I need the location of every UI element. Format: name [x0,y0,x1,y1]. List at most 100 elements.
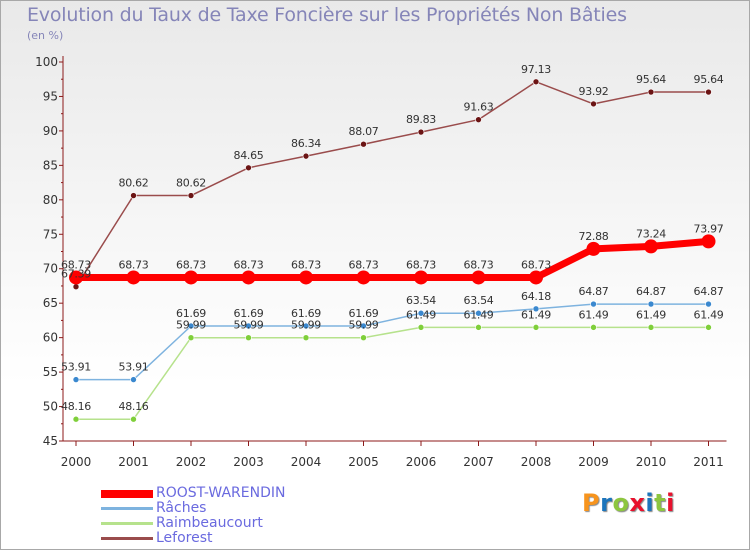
data-point [245,322,252,330]
data-label: 95.64 [694,73,724,86]
y-tick-label: 70 [43,262,58,276]
data-label: 59.99 [176,319,206,332]
data-label: 68.73 [119,258,149,271]
data-label: 73.97 [694,222,724,235]
series-leforest [72,78,712,291]
data-point [187,334,195,342]
data-label: 89.83 [406,113,436,126]
data-label: 61.49 [406,308,436,321]
data-label: 84.65 [234,149,264,162]
x-tick-label: 2003 [233,455,264,469]
y-tick-label: 50 [43,400,58,414]
x-tick-label: 2004 [291,455,322,469]
logo-letter: i [645,489,655,517]
data-point [647,324,655,331]
x-tick-label: 2010 [636,455,667,469]
data-point [417,324,425,331]
series-line [75,81,710,288]
data-point [417,309,425,317]
proxiti-logo: Proxiti [582,489,675,517]
data-label: 68.73 [176,258,206,271]
series-line [75,303,710,381]
x-tick-label: 2007 [463,455,494,469]
data-label: 59.99 [234,319,264,332]
legend-swatch [101,490,153,498]
data-point [187,192,195,199]
data-point [586,241,601,256]
data-label: 61.69 [349,307,379,320]
logo-letter: x [629,489,646,517]
data-label: 61.69 [291,307,321,320]
legend-label: Raimbeaucourt [156,515,263,531]
x-tick-label: 2009 [578,455,609,469]
x-tick-label: 2006 [406,455,437,469]
series-lines [69,78,716,423]
data-point [532,324,540,331]
y-tick-label: 55 [43,365,58,379]
data-point [130,376,137,383]
data-point [245,334,252,342]
data-point [529,270,543,285]
data-label: 86.34 [291,137,321,150]
legend-label: Leforest [156,530,213,546]
data-label: 53.91 [61,361,91,374]
series-roost-warendin [69,234,716,285]
data-point [299,270,313,285]
y-tick-label: 75 [43,227,58,241]
chart-unit-label: (en %) [27,29,64,42]
data-point [356,270,371,285]
x-tick-label: 2001 [118,455,149,469]
data-point [130,192,137,199]
data-label: 61.49 [636,308,666,321]
data-label: 59.99 [349,319,379,332]
data-label: 67.39 [61,268,91,281]
data-point [187,322,195,330]
data-label: 97.13 [521,63,551,76]
data-point [302,152,310,160]
data-label: 68.73 [61,258,91,271]
data-point [126,270,141,285]
data-point [360,334,367,342]
data-point [130,415,137,423]
data-label: 61.69 [234,307,264,320]
legend-swatch [101,537,153,540]
series-line [72,237,712,281]
y-tick-label: 90 [43,124,58,138]
data-point [360,140,367,148]
y-tick-label: 100 [35,55,58,69]
data-point [475,309,482,317]
logo-letter: o [612,489,630,517]
data-label: 61.69 [176,307,206,320]
data-point [532,305,540,313]
x-tick-label: 2005 [348,455,379,469]
value-labels: 68.73 68.73 68.73 68.73 68.73 68.73 68.73 68.73… [61,63,724,413]
y-tick-label: 80 [43,193,58,207]
series-raimbeaucourt [72,324,712,423]
y-tick-label: 65 [43,296,58,310]
data-point [590,100,597,108]
y-tick-label: 45 [43,434,58,448]
chart-title: Evolution du Taux de Taxe Foncière sur l… [27,4,627,26]
data-point [590,300,597,308]
data-label: 73.24 [636,227,666,240]
data-point [72,415,80,423]
logo-letter: P [582,489,601,517]
legend-swatch [101,507,153,510]
data-point [241,270,256,285]
data-label: 48.16 [119,400,149,413]
data-label: 95.64 [636,73,666,86]
data-point [705,88,712,96]
data-label: 68.73 [291,258,321,271]
data-label: 80.62 [119,177,149,190]
data-label: 61.49 [521,308,551,321]
data-label: 68.73 [234,258,264,271]
logo-letter: r [600,489,613,517]
data-label: 72.88 [579,230,609,243]
legend-swatch [101,522,153,525]
data-point [69,270,83,285]
data-label: 88.07 [349,125,379,138]
data-label: 63.54 [406,294,436,307]
data-label: 80.62 [176,177,206,190]
x-tick-label: 2000 [61,455,92,469]
